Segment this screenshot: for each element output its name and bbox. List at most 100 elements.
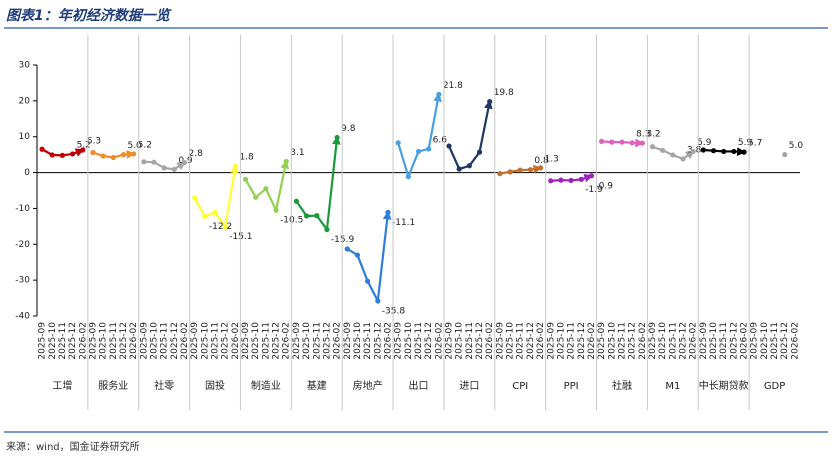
point <box>110 154 116 161</box>
point <box>283 158 289 165</box>
x-tick-label: 2025-10 <box>251 322 261 360</box>
value-label: 5.0 <box>789 141 804 151</box>
point <box>507 169 513 175</box>
x-tick-label: 2025-10 <box>99 322 109 360</box>
x-tick-label: 2025-12 <box>272 322 282 360</box>
point <box>426 146 432 152</box>
point <box>253 194 259 200</box>
point <box>80 147 86 153</box>
x-tick-label: 2025-10 <box>607 322 617 360</box>
x-tick-label: 2025-12 <box>322 322 332 360</box>
point <box>171 166 177 172</box>
source: 来源：wind，国金证券研究所 <box>6 440 140 453</box>
x-tick-label: 2026-02 <box>129 322 139 360</box>
x-tick-label: 2025-10 <box>200 322 210 360</box>
x-tick-label: 2025-09 <box>750 322 760 360</box>
value-label: 19.8 <box>494 88 514 98</box>
value-label: -1.9 <box>585 185 603 195</box>
x-tick-label: 2025-12 <box>679 322 689 360</box>
point <box>670 152 676 158</box>
x-tick-label: 2026-02 <box>282 322 292 360</box>
x-tick-label: 2025-09 <box>445 322 455 360</box>
group-label: 中长期贷款 <box>699 379 749 392</box>
point <box>242 176 249 182</box>
group-label: 工增 <box>52 379 72 392</box>
point <box>639 140 645 146</box>
point <box>700 147 706 153</box>
value-label: 5.2 <box>77 140 91 150</box>
x-tick-label: 2026-02 <box>231 322 241 360</box>
x-tick-label: 2025-11 <box>770 322 780 360</box>
x-tick-label: 2026-02 <box>638 322 648 360</box>
value-label: 1.3 <box>545 154 559 164</box>
point <box>609 139 615 145</box>
x-tick-label: 2025-10 <box>556 322 566 360</box>
value-label: 5.0 <box>127 141 142 151</box>
point <box>303 213 310 219</box>
point <box>456 166 462 172</box>
point <box>324 226 330 233</box>
point <box>212 209 218 215</box>
point <box>161 165 167 171</box>
point <box>70 151 76 157</box>
x-tick-label: 2025-11 <box>668 322 678 360</box>
series-line <box>346 210 392 305</box>
point <box>141 159 147 165</box>
x-tick-label: 2026-02 <box>78 322 88 360</box>
group-label: M1 <box>665 381 680 392</box>
x-tick-label: 2025-09 <box>343 322 353 360</box>
value-label: 2.8 <box>189 149 204 159</box>
value-label: 5.7 <box>748 139 762 149</box>
x-tick-label: 2025-09 <box>495 322 505 360</box>
x-tick-label: 2025-11 <box>261 322 271 360</box>
x-tick-label: 2025-12 <box>424 322 434 360</box>
x-tick-label: 2025-12 <box>526 322 536 360</box>
point <box>202 213 208 219</box>
group-label: 出口 <box>409 379 429 392</box>
point <box>263 186 269 192</box>
value-label: 6.6 <box>433 135 448 145</box>
value-label: 8.2 <box>646 130 660 140</box>
point <box>660 147 666 153</box>
point <box>710 148 717 154</box>
x-tick-label: 2025-11 <box>312 322 322 360</box>
x-tick-label: 2025-11 <box>567 322 577 360</box>
x-tick-label: 2025-09 <box>88 322 98 360</box>
point <box>537 165 544 171</box>
value-label: -11.1 <box>392 218 415 228</box>
x-tick-label: 2025-10 <box>506 322 516 360</box>
point <box>232 163 238 169</box>
point <box>415 148 422 155</box>
point <box>365 278 371 284</box>
group-label: 服务业 <box>98 379 128 392</box>
point <box>588 173 595 179</box>
x-tick-label: 2025-12 <box>780 322 790 360</box>
x-tick-label: 2025-09 <box>139 322 149 360</box>
point <box>120 152 127 158</box>
point <box>436 91 442 98</box>
group-label: 基建 <box>307 379 327 392</box>
series-line <box>448 99 493 171</box>
x-tick-label: 2026-02 <box>689 322 699 360</box>
point <box>90 149 96 156</box>
point <box>334 134 340 141</box>
point <box>487 98 493 105</box>
group-label: 房地产 <box>353 379 383 392</box>
x-tick-label: 2025-09 <box>292 322 302 360</box>
point <box>192 195 198 201</box>
group-label: GDP <box>764 381 785 392</box>
point <box>181 159 188 166</box>
value-label: -35.8 <box>382 306 406 316</box>
value-label: -12.2 <box>209 222 232 232</box>
x-tick-label: 2025-09 <box>648 322 658 360</box>
x-tick-label: 2025-10 <box>149 322 159 360</box>
x-tick-label: 2025-10 <box>404 322 414 360</box>
x-tick-label: 2026-02 <box>790 322 800 360</box>
group-label: 固投 <box>205 379 225 392</box>
point <box>131 151 137 157</box>
x-tick-label: 2025-12 <box>221 322 231 360</box>
chart-title: 图表1：年初经济数据一览 <box>6 7 173 24</box>
x-tick-label: 2025-11 <box>160 322 170 360</box>
x-tick-label: 2025-12 <box>373 322 383 360</box>
